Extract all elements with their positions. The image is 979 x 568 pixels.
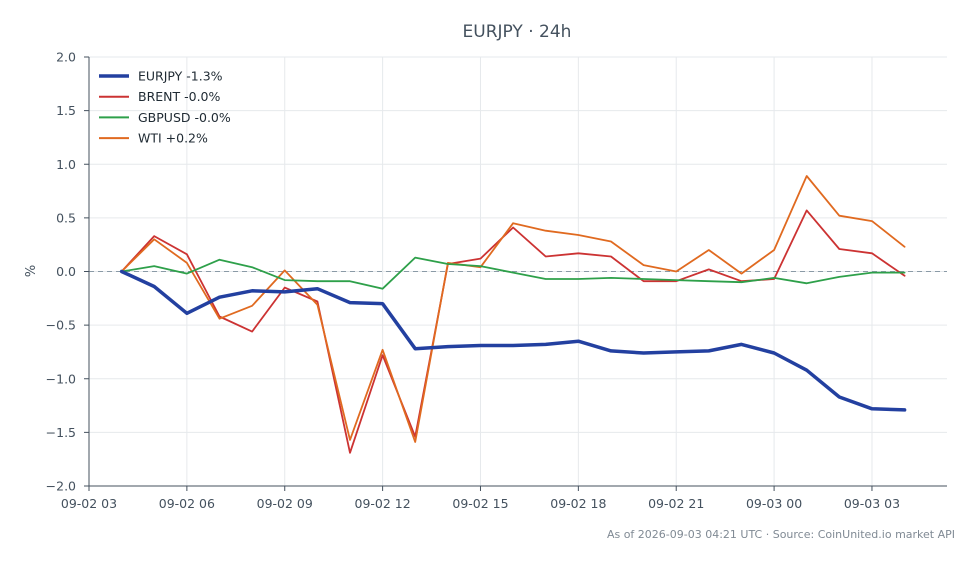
y-tick-label: 0.0 [56, 264, 76, 279]
legend-label: EURJPY -1.3% [138, 69, 223, 84]
legend-label: GBPUSD -0.0% [138, 110, 231, 125]
legend-label: WTI +0.2% [138, 131, 208, 146]
series-lines [119, 175, 907, 454]
x-tick-label: 09-02 06 [159, 496, 215, 511]
series-line-brent [120, 209, 906, 454]
y-tick-label: 2.0 [56, 50, 76, 65]
x-tick-label: 09-03 03 [844, 496, 900, 511]
x-tick-label: 09-02 15 [452, 496, 508, 511]
y-tick-label: −1.0 [46, 371, 76, 386]
x-tick-label: 09-02 18 [550, 496, 606, 511]
source-note: As of 2026-09-03 04:21 UTC · Source: Coi… [607, 528, 955, 541]
series-line-eurjpy [119, 269, 907, 412]
x-tick-label: 09-02 12 [355, 496, 411, 511]
x-tick-label: 09-03 00 [746, 496, 802, 511]
axes: 2.0 1.5 1.0 0.5 0.0 −0.5 −1.0 −1.5 −2.0 09-02 03 0… [46, 50, 947, 511]
y-tick-label: −0.5 [46, 318, 76, 333]
y-tick-label: 1.0 [56, 157, 76, 172]
x-tick-label: 09-02 21 [648, 496, 704, 511]
series-line-gbpusd [120, 256, 906, 290]
x-tick-label: 09-02 09 [257, 496, 313, 511]
y-tick-label: −2.0 [46, 479, 76, 494]
x-tick-label: 09-02 03 [61, 496, 117, 511]
y-tick-label: 1.5 [56, 103, 76, 118]
y-tick-label: 0.5 [56, 210, 76, 225]
series-line-wti [120, 175, 906, 443]
grid [88, 56, 947, 487]
chart-title: EURJPY · 24h [463, 22, 572, 42]
y-tick-label: −1.5 [46, 425, 76, 440]
y-axis-label: % [24, 265, 39, 277]
legend-label: BRENT -0.0% [138, 89, 221, 104]
legend: EURJPY -1.3% BRENT -0.0% GBPUSD -0.0% WTI +… [99, 69, 231, 146]
